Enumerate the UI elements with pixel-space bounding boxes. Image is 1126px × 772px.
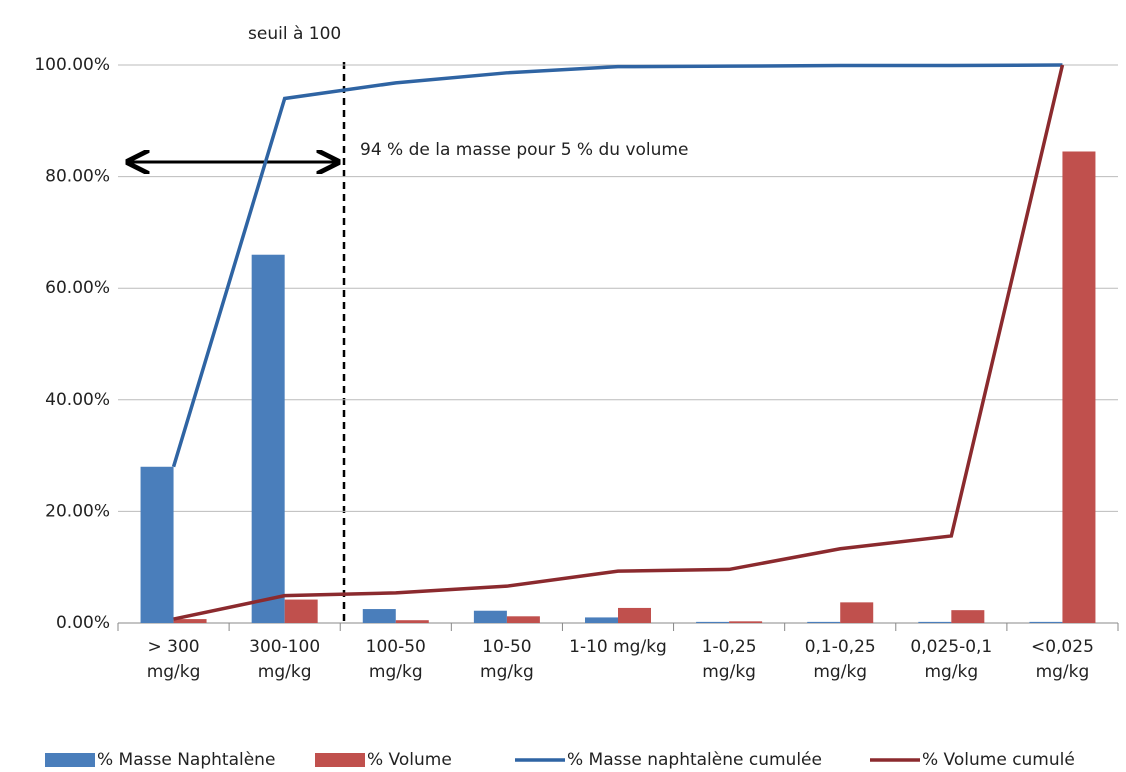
y-tick-label: 80.00% [45,167,110,187]
x-tick-label: 300-100 mg/kg [249,637,320,682]
bar [251,254,285,623]
bar [173,619,207,623]
y-tick-label: 20.00% [45,501,110,521]
bar [951,610,985,623]
line [173,64,1065,621]
bar [506,616,540,623]
y-tick-label: 40.00% [45,390,110,410]
y-tick-label: 100.00% [34,55,110,75]
bar [696,621,730,623]
annotation: 94 % de la masse pour 5 % du volume [360,140,688,160]
bar [1029,621,1063,623]
legend-label: % Volume [367,750,452,770]
legend-swatch [315,753,365,767]
legend-label: % Masse naphtalène cumulée [567,750,822,770]
legend-label: % Volume cumulé [922,750,1075,770]
x-tick-label: <0,025 mg/kg [1031,637,1094,682]
annotation: seuil à 100 [248,24,341,44]
bar [807,621,841,623]
bar [729,621,763,623]
bar [618,607,651,623]
bar [1062,151,1096,624]
x-tick-label: 100-50 mg/kg [366,637,426,682]
line [171,63,1063,468]
bar [585,617,618,623]
bar [918,621,952,623]
bar [140,466,174,623]
y-tick-label: 0.00% [56,613,110,633]
bar [362,609,396,623]
x-tick-label: 0,025-0,1 mg/kg [910,637,992,682]
x-tick-label: 0,1-0,25 mg/kg [805,637,876,682]
bar [284,599,318,623]
x-tick-label: 1-10 mg/kg [569,637,667,657]
x-tick-label: > 300 mg/kg [147,637,201,682]
legend-label: % Masse Naphtalène [97,750,275,770]
x-tick-label: 1-0,25 mg/kg [702,637,757,682]
bar [473,610,507,623]
bar [840,602,874,623]
y-tick-label: 60.00% [45,278,110,298]
legend-swatch [45,753,95,767]
x-tick-label: 10-50 mg/kg [480,637,534,682]
bar [395,620,429,623]
